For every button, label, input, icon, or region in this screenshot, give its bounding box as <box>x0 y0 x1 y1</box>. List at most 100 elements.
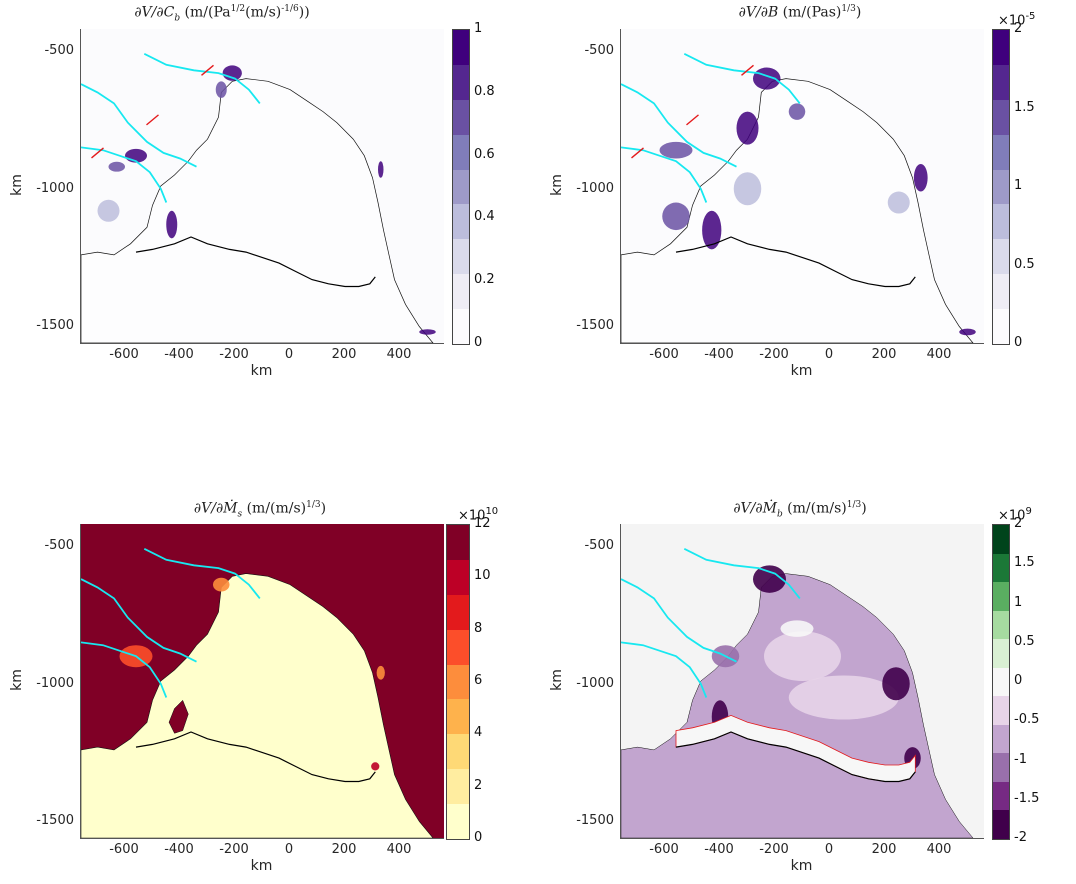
colorbar-segment <box>993 781 1009 811</box>
colorbar-segment <box>453 309 469 344</box>
sensitivity-region <box>378 161 384 178</box>
gate-marker <box>741 64 754 76</box>
colorbar-tick-label: 0.2 <box>474 272 495 288</box>
colorbar-tick-label: 2 <box>1014 21 1023 36</box>
x-tick-label: 200 <box>871 842 897 857</box>
colorbar-segment <box>447 734 469 770</box>
x-tick-label: -600 <box>109 842 139 857</box>
colorbar-tick-label: 0.5 <box>1014 256 1035 272</box>
colorbar-tick-label: 0 <box>1014 673 1023 688</box>
colorbar-tick-label: -1.5 <box>1014 790 1040 806</box>
x-tick-label: -200 <box>219 347 249 362</box>
flowline <box>143 547 261 599</box>
y-tick-label: -1500 <box>36 813 74 829</box>
colorbar-segment <box>453 274 469 310</box>
ice-shelf <box>621 78 974 343</box>
colorbar-segment <box>993 309 1009 344</box>
colorbar-segment <box>453 204 469 240</box>
plot-area <box>620 524 984 839</box>
colorbar <box>992 524 1010 840</box>
colorbar-tick-label: 6 <box>474 673 483 688</box>
map-svg <box>621 547 974 838</box>
x-tick-label: 200 <box>331 347 357 362</box>
flowline <box>81 83 197 168</box>
colorbar-segment <box>453 169 469 205</box>
y-tick-label: -1000 <box>576 180 614 196</box>
ice-shelf <box>81 78 434 343</box>
y-axis-label: km <box>9 174 25 196</box>
colorbar-exponent: ×109 <box>998 506 1032 524</box>
x-tick-label: 400 <box>386 842 412 857</box>
x-axis-label: km <box>790 363 813 379</box>
sensitivity-region <box>419 329 436 335</box>
colorbar-tick-label: 0 <box>1014 335 1023 350</box>
sensitivity-region <box>662 202 690 231</box>
ice-shelf <box>81 573 434 838</box>
sensitivity-region <box>702 210 722 250</box>
colorbar-tick-label: -2 <box>1014 830 1027 845</box>
colorbar-segment <box>993 696 1009 725</box>
sensitivity-region <box>788 675 899 720</box>
colorbar-tick-label: 1.5 <box>1014 555 1035 571</box>
y-tick-label: -500 <box>44 43 74 59</box>
colorbar-segment <box>447 664 469 700</box>
colorbar-tick-label: 4 <box>474 725 483 741</box>
colorbar-segment <box>453 30 469 65</box>
grounding-line <box>135 236 376 288</box>
grounding-line <box>135 731 376 783</box>
sensitivity-region <box>736 111 759 145</box>
plot-area <box>80 29 444 344</box>
x-tick-label: -600 <box>649 842 679 857</box>
y-tick-label: -1500 <box>576 318 614 334</box>
map-svg <box>621 52 976 343</box>
chart-title: ∂V/∂B (m/(Pas)1/3) <box>738 4 862 21</box>
flowline <box>683 547 801 599</box>
x-tick-label: -200 <box>759 347 789 362</box>
gate-marker <box>686 114 699 126</box>
colorbar-segment <box>993 525 1009 554</box>
ice-rise <box>168 699 189 734</box>
sensitivity-region <box>376 665 385 680</box>
colorbar-tick-label: 0.6 <box>474 146 495 162</box>
sensitivity-region <box>764 631 841 681</box>
plot-area <box>620 29 984 344</box>
grounding-line <box>675 731 916 783</box>
colorbar-segment <box>447 804 469 839</box>
x-axis-label: km <box>250 363 273 379</box>
x-tick-label: -400 <box>164 842 194 857</box>
colorbar-segment <box>993 610 1009 640</box>
colorbar <box>992 29 1010 345</box>
y-tick-label: -1500 <box>576 813 614 829</box>
y-axis-label: km <box>549 174 565 196</box>
colorbar-segment <box>993 667 1009 697</box>
x-tick-label: 200 <box>331 842 357 857</box>
colorbar-segment <box>453 239 469 275</box>
x-tick-label: 0 <box>824 347 834 362</box>
colorbar-segment <box>447 525 469 560</box>
colorbar-tick-label: 1 <box>474 21 483 36</box>
colorbar-segment <box>993 99 1009 135</box>
colorbar-tick-label: 0 <box>474 830 483 845</box>
colorbar-segment <box>447 769 469 805</box>
y-tick-label: -500 <box>44 538 74 554</box>
x-tick-label: -400 <box>164 347 194 362</box>
flowline <box>621 83 737 168</box>
x-tick-label: 0 <box>824 842 834 857</box>
y-axis-label: km <box>9 669 25 691</box>
sensitivity-region <box>215 81 227 98</box>
sensitivity-region <box>166 210 178 239</box>
colorbar-segment <box>447 594 469 630</box>
sensitivity-region <box>108 161 125 172</box>
colorbar-segment <box>447 629 469 665</box>
grounding-line <box>675 236 916 288</box>
x-axis-label: km <box>790 858 813 874</box>
x-tick-label: -200 <box>219 842 249 857</box>
sensitivity-region <box>788 103 806 120</box>
gate-marker <box>91 147 104 159</box>
colorbar-segment <box>447 699 469 735</box>
plot-area <box>80 524 444 839</box>
colorbar-tick-label: 0.4 <box>474 209 495 225</box>
x-tick-label: -200 <box>759 842 789 857</box>
x-tick-label: 0 <box>284 347 294 362</box>
x-tick-label: 400 <box>386 347 412 362</box>
